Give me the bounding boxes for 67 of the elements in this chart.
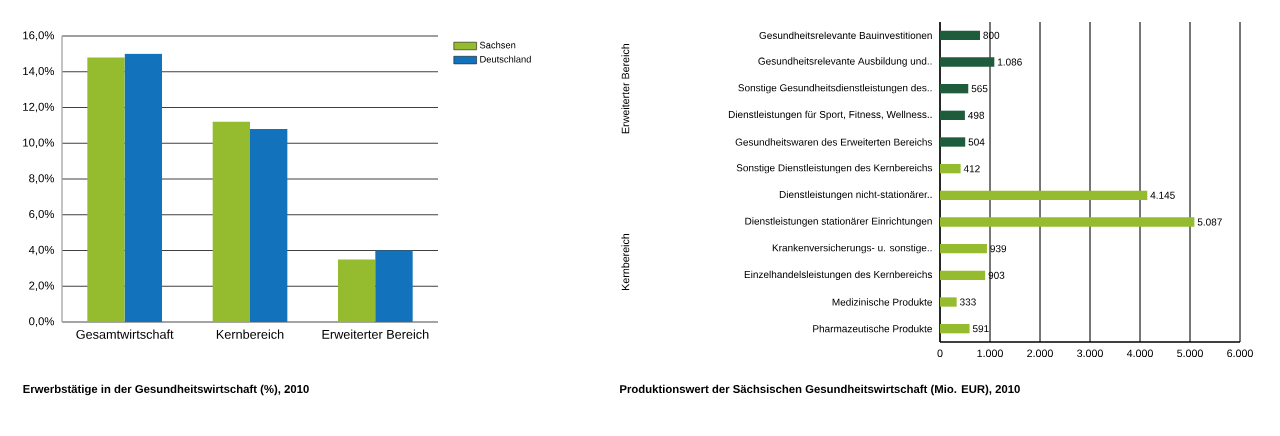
x-tick-label: 0 [937,349,943,358]
bar [940,244,987,254]
bar [940,30,981,40]
x-tick-label: Erweiterter Bereich [322,329,429,339]
legend-label: Sachsen [479,41,516,49]
legend-label: Deutschland [480,55,531,63]
data-label: 4.145 [1150,191,1175,199]
bar [940,57,995,67]
data-label: 903 [988,271,1005,279]
y-tick-label: Einzelhandelsleistungen des Kernbereichs [744,270,933,280]
x-tick-label: Kernbereich [216,329,284,339]
y-tick-label: 16,0% [23,31,55,41]
x-tick-label: 3.000 [1077,349,1103,358]
text: Erweiterter Bereich [621,44,630,134]
y-tick-label: Dienstleistungen nicht-stationärer.. [779,190,932,200]
bar [940,297,957,307]
data-label: 939 [990,245,1007,253]
bar [212,121,251,322]
bar [940,164,961,174]
bar [940,217,1195,227]
y-tick-label: Medizinische Produkte [832,298,932,306]
bar [940,190,1148,200]
bar [940,270,986,280]
y-tick-label: 10,0% [23,138,55,148]
data-label: 504 [968,138,985,146]
data-label: 800 [983,31,1000,39]
y-tick-label: Sonstige Gesundheitsdienstleistungen des.. [738,84,932,94]
x-tick-label: 2.000 [1027,349,1053,358]
bar [87,57,125,322]
y-tick-label: 6,0% [29,210,55,220]
y-tick-label: Sonstige Dienstleistungen des Kernbereichs [736,164,933,174]
bar [940,137,966,147]
y-tick-label: Gesundheitsrelevante Bauinvestitionen [759,31,932,40]
y-tick-label: 8,0% [29,174,55,184]
data-label: 5.087 [1197,218,1222,226]
data-label: 591 [972,325,989,333]
y-tick-label: 2,0% [29,281,55,291]
y-tick-label: 14,0% [23,67,55,77]
y-tick-label: 12,0% [23,102,55,113]
y-tick-label: Dienstleistungen stationärer Einrichtungen [745,217,932,227]
y-tick-label: Gesundheitsrelevante Ausbildung und.. [758,57,932,67]
text: Kernbereich [621,233,630,290]
data-label: 498 [968,111,985,119]
data-label: 333 [959,298,976,306]
x-tick-label: 6.000 [1227,349,1253,358]
x-tick-label: 1.000 [977,349,1003,358]
x-tick-label: 4.000 [1126,349,1153,358]
x-tick-label: 5.000 [1177,349,1203,358]
bar [940,324,970,334]
y-tick-label: Krankenversicherungs- u. sonstige.. [772,244,932,254]
y-tick-label: Dienstleistungen für Sport, Fitness, Wellness.. [728,110,932,120]
y-tick-label: Pharmazeutische Produkte [813,325,932,333]
bar [124,53,163,322]
data-label: 412 [963,165,980,173]
y-tick-label: Gesundheitswaren des Erweiterten Bereichs [735,138,933,146]
y-tick-label: 4,0% [28,245,55,256]
bar [250,128,288,322]
bar [940,84,969,94]
bar [338,259,376,322]
data-label: 1.086 [998,58,1022,66]
x-tick-label: Gesamtwirtschaft [76,329,174,339]
bar [940,110,965,121]
data-label: 565 [971,85,988,93]
bar [375,250,413,322]
text: Erwerbstätige in der Gesundheitswirtschaft (%), 2010 [23,384,309,396]
text: Produktionswert der Sächsischen Gesundheitswirtschaft (Mio. EUR), 2010 [620,384,1020,396]
y-tick-label: 0,0% [29,317,55,327]
